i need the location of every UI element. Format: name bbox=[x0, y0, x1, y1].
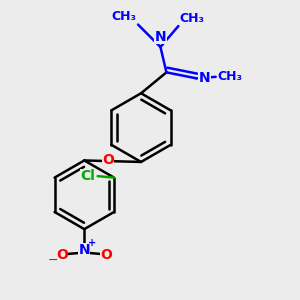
Text: Cl: Cl bbox=[80, 169, 95, 183]
Text: N: N bbox=[199, 71, 210, 85]
Text: CH₃: CH₃ bbox=[180, 12, 205, 25]
Text: CH₃: CH₃ bbox=[112, 10, 136, 23]
Text: O: O bbox=[56, 248, 68, 262]
Text: O: O bbox=[102, 153, 114, 167]
Text: N: N bbox=[79, 243, 90, 257]
Text: −: − bbox=[48, 254, 58, 267]
Text: N: N bbox=[154, 30, 166, 44]
Text: CH₃: CH₃ bbox=[217, 70, 242, 83]
Text: O: O bbox=[100, 248, 112, 262]
Text: +: + bbox=[88, 238, 96, 248]
